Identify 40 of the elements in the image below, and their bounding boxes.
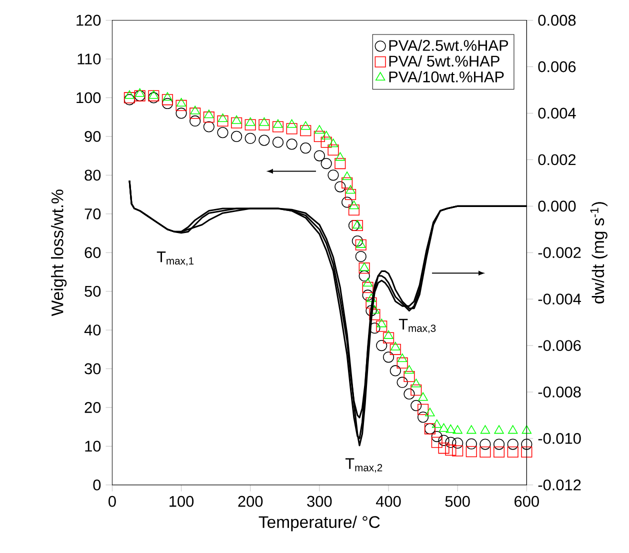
y2-tick-label: 0.000 [538,200,576,212]
y2-tick-label: -0.010 [538,433,581,444]
y-tick-label: 10 [85,440,101,452]
y-tick-label: 120 [76,15,101,26]
x-tick-label: 600 [514,496,539,508]
y-tick-label: 30 [84,364,101,374]
y-tick-label: 50 [84,286,101,298]
x-axis-title: Temperature/ °C [258,516,380,532]
y2-tick-label: 0.004 [538,108,576,119]
x-tick-label: 0 [108,496,116,508]
y2-axis-title: dw/dt (mg s$^{-1}$) [590,202,608,304]
y2-tick-label: -0.004 [538,294,581,305]
y-tick-label: 110 [78,54,101,65]
legend-label: PVA/ 5wt.%HAP [389,56,500,67]
y-tick-label: 20 [84,402,101,414]
y2-tick-label: -0.006 [538,340,581,352]
y-tick-label: 90 [84,131,101,142]
y2-tick-label: 0.006 [538,62,576,72]
y2-tick-label: -0.012 [538,480,581,491]
x-tick-label: 200 [238,496,263,508]
x-tick-label: 100 [170,496,194,508]
legend-label: PVA/2.5wt.%HAP [389,40,508,52]
legend-label: PVA/10wt.%HAP [389,71,504,83]
y-tick-label: 80 [84,170,101,181]
y2-tick-label: 0.008 [538,15,576,26]
y-tick-label: 100 [76,92,101,104]
y-axis-title: Weight loss/wt.% [51,190,67,316]
annotation: T$_{max,3}$ [398,319,436,334]
x-tick-label: 400 [376,496,401,508]
y2-tick-label: -0.008 [538,386,581,398]
y2-tick-label: -0.002 [538,247,581,258]
x-tick-label: 500 [445,496,470,508]
annotation: T$_{max,2}$ [345,458,382,473]
x-tick-label: 300 [307,496,332,508]
y-tick-label: 0 [93,480,101,491]
y-tick-label: 60 [84,247,101,258]
y-tick-label: 40 [84,324,101,336]
annotation: T$_{max,1}$ [156,252,194,266]
y2-tick-label: 0.002 [538,154,576,166]
y-tick-label: 70 [84,208,101,220]
